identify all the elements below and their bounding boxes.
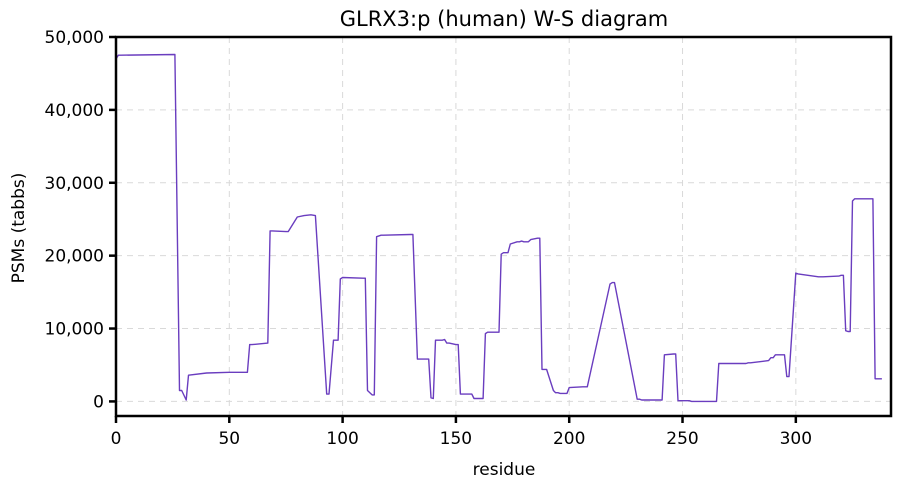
y-axis-label: PSMs (tabbs)	[9, 173, 29, 284]
plot-border	[114, 35, 893, 418]
x-axis-label: residue	[473, 460, 536, 480]
y-tick-label: 10,000	[45, 320, 104, 340]
series-layer	[115, 53, 882, 403]
chart-title: GLRX3:p (human) W-S diagram	[340, 7, 669, 31]
ticks: 0 50 100 150 200 250 300 0 10,000 20,000 30,000 40,…	[45, 28, 813, 449]
x-tick-label: 250	[666, 429, 698, 449]
y-tick-label: 30,000	[45, 174, 104, 194]
x-tick-label: 50	[218, 429, 240, 449]
y-tick-label: 40,000	[45, 101, 104, 121]
y-tick-label: 50,000	[45, 28, 104, 48]
y-tick-label: 0	[93, 392, 104, 412]
x-tick-label: 100	[326, 429, 358, 449]
x-tick-label: 300	[780, 429, 812, 449]
x-tick-label: 150	[440, 429, 472, 449]
x-tick-label: 0	[111, 429, 122, 449]
grid	[115, 36, 891, 416]
series-line	[115, 53, 882, 403]
x-tick-label: 200	[553, 429, 585, 449]
plot-frame	[114, 35, 893, 418]
y-tick-label: 20,000	[45, 247, 104, 267]
